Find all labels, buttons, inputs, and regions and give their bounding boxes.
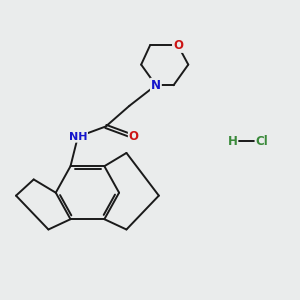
Text: Cl: Cl [256, 135, 268, 148]
Text: N: N [151, 79, 161, 92]
Text: NH: NH [69, 132, 87, 142]
Text: H: H [227, 135, 237, 148]
Text: O: O [129, 130, 139, 143]
Text: O: O [173, 39, 183, 52]
